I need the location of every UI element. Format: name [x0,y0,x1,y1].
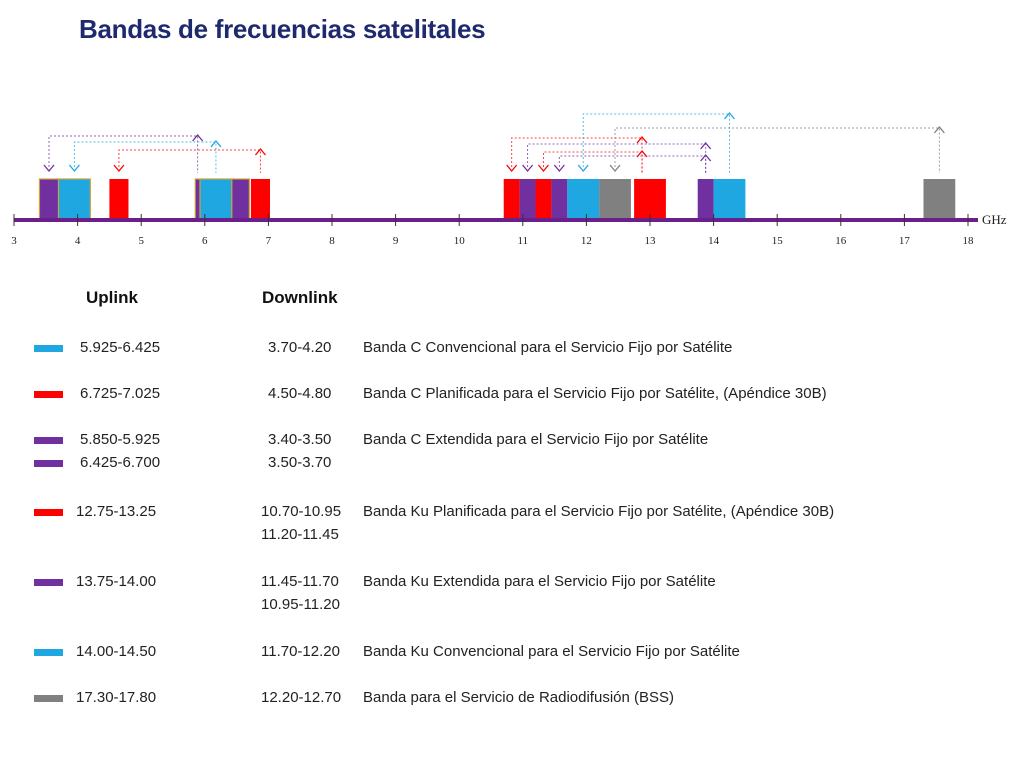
downlink-arrow-icon [537,164,549,173]
tick-label: 7 [266,235,272,247]
band-description: Banda C Extendida para el Servicio Fijo … [363,431,709,448]
band-red-10.7 [503,179,520,220]
tick-label: 5 [138,235,144,247]
link-line [582,113,730,173]
axis-unit-label: GHz [982,212,1007,227]
downlink-range: 4.50-4.80 [268,385,332,402]
uplink-header: Uplink [86,288,138,307]
tick-label: 9 [393,235,399,247]
tick-label: 4 [75,235,81,247]
legend-swatch-purple [34,579,63,586]
tick-label: 8 [329,235,335,247]
band-description: Banda C Planificada para el Servicio Fij… [363,385,827,402]
downlink-range: 3.50-3.70 [268,454,332,471]
band-gray-12.2 [599,179,631,220]
legend-swatch-red [34,391,63,398]
band-purple-10.95 [519,179,536,220]
uplink-arrow-icon [210,139,222,148]
page-title: Bandas de frecuencias satelitales [79,14,486,44]
band-blue-5.925 [199,178,233,221]
tick-label: 15 [772,235,784,247]
legend-swatch-gray [34,695,63,702]
tick-label: 11 [518,235,529,247]
legend-swatch-purple [34,460,63,467]
legend-swatch-red [34,509,63,516]
band-description: Banda para el Servicio de Radiodifusión … [363,689,675,706]
tick-label: 10 [454,235,466,247]
band-purple-13.75 [697,179,714,220]
tick-label: 6 [202,235,208,247]
downlink-arrow-icon [506,164,518,173]
tick-label: 13 [645,235,657,247]
uplink-range: 6.725-7.025 [80,385,161,402]
downlink-arrow-icon [609,164,621,173]
band-red-11.2 [535,179,552,220]
downlink-range: 3.70-4.20 [268,339,332,356]
uplink-range: 17.30-17.80 [76,689,157,706]
uplink-range: 14.00-14.50 [76,643,157,660]
uplink-arrow-icon [192,133,204,142]
link-line [558,155,707,173]
downlink-arrow-icon [522,164,534,173]
band-gray-17.3 [923,179,956,220]
band-blue-11.7 [567,179,600,220]
tick-label: 17 [899,235,911,247]
downlink-header: Downlink [262,288,338,307]
legend-swatch-blue [34,649,63,656]
band-purple-3.4 [38,178,60,221]
band-purple-6.425 [231,178,250,221]
band-blue-14 [713,179,746,220]
downlink-range: 12.20-12.70 [261,689,342,706]
tick-label: 12 [581,235,592,247]
uplink-range: 5.925-6.425 [80,339,161,356]
band-description: Banda Ku Extendida para el Servicio Fijo… [363,573,716,590]
band-purple-5.85 [194,178,201,221]
band-description: Banda C Convencional para el Servicio Fi… [363,339,733,356]
downlink-range: 10.95-11.20 [261,596,340,613]
uplink-arrow-icon [636,149,648,158]
tick-label: 18 [963,235,975,247]
band-red-12.75 [634,179,666,220]
legend-swatch-purple [34,437,63,444]
band-blue-3.7 [57,178,91,221]
downlink-arrow-icon [553,164,565,173]
band-description: Banda Ku Convencional para el Servicio F… [363,643,740,660]
downlink-arrow-icon [68,164,80,173]
uplink-arrow-icon [254,147,266,156]
link-line [527,143,707,173]
downlink-range: 11.20-11.45 [261,526,339,543]
frequency-band-diagram: 3 4 5 6 7 8 9 10 11 12 13 14 15 16 17 18 GHz [11,111,1007,247]
uplink-arrow-icon [700,141,712,150]
tick-label: 16 [835,235,847,247]
downlink-range: 3.40-3.50 [268,431,332,448]
downlink-arrow-icon [113,164,125,173]
tick-label: 3 [11,235,17,247]
tick-label: 14 [708,235,720,247]
link-line [118,149,261,173]
downlink-range: 11.45-11.70 [261,573,339,590]
link-line [614,127,940,173]
uplink-arrow-icon [700,153,712,162]
link-line [48,135,199,173]
downlink-arrow-icon [577,164,589,173]
uplink-range: 6.425-6.700 [80,454,161,471]
band-description: Banda Ku Planificada para el Servicio Fi… [363,503,835,520]
uplink-arrow-icon [724,111,735,120]
downlink-range: 11.70-12.20 [261,643,340,660]
link-line [542,151,643,173]
legend-swatch-blue [34,345,63,352]
uplink-range: 12.75-13.25 [76,503,157,520]
uplink-range: 5.850-5.925 [80,431,161,448]
downlink-range: 10.70-10.95 [261,503,342,520]
downlink-arrow-icon [43,164,55,173]
uplink-range: 13.75-14.00 [76,573,157,590]
band-red-6.725 [250,179,270,220]
band-red-4.5 [109,179,129,220]
link-line [73,141,217,173]
uplink-arrow-icon [933,125,945,134]
uplink-arrow-icon [636,135,648,144]
band-purple-11.45 [551,179,568,220]
